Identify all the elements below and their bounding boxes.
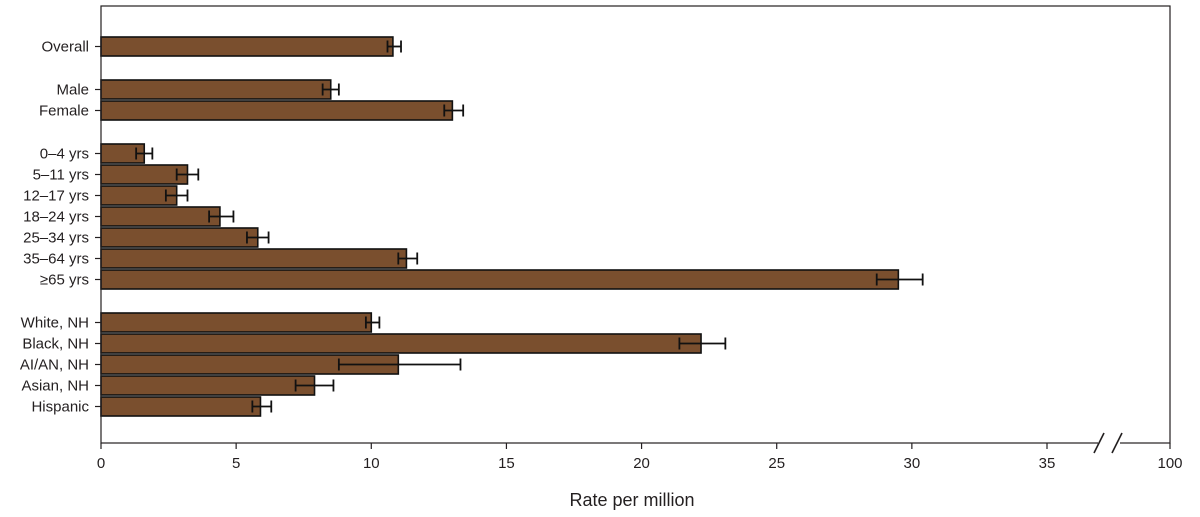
category-label: Male [56, 82, 89, 99]
bar [100, 312, 373, 333]
axis-break-mark [1093, 432, 1105, 454]
category-label: Female [39, 103, 89, 120]
category-labels-layer: Overall Male Female 0–4 yrs 5–11 yrs 12–17 yr… [20, 39, 90, 416]
bar [100, 206, 221, 227]
bar [100, 79, 332, 100]
bar [100, 164, 189, 185]
bar [100, 100, 454, 121]
bar [100, 375, 316, 396]
bar [100, 396, 262, 417]
category-label: 35–64 yrs [23, 251, 89, 268]
category-label: Black, NH [22, 336, 89, 353]
plot-frame [100, 5, 1171, 444]
x-tick-label: 0 [97, 455, 105, 472]
category-label: Hispanic [31, 399, 89, 416]
category-label: 25–34 yrs [23, 230, 89, 247]
error-bars-layer [135, 40, 924, 413]
x-tick-label: 35 [1039, 455, 1056, 472]
category-label: ≥65 yrs [40, 272, 89, 289]
bar [100, 269, 900, 290]
axis-break-mark [1111, 432, 1123, 454]
category-label: 0–4 yrs [40, 146, 89, 163]
bar [100, 248, 408, 269]
bar [100, 227, 259, 248]
category-label: White, NH [21, 315, 89, 332]
bars-layer [100, 36, 900, 417]
x-tick-label: 5 [232, 455, 240, 472]
x-tick-label: 20 [633, 455, 650, 472]
axes-layer: 0 5 10 15 20 25 30 35 100 [95, 5, 1183, 472]
x-tick-label: 100 [1157, 455, 1182, 472]
bar [100, 333, 702, 354]
bar [100, 36, 394, 57]
x-axis-title: Rate per million [569, 490, 694, 510]
category-label: Overall [41, 39, 89, 56]
category-label: 5–11 yrs [33, 167, 89, 184]
x-tick-label: 15 [498, 455, 515, 472]
category-label: AI/AN, NH [20, 357, 89, 374]
category-label: 12–17 yrs [23, 188, 89, 205]
category-label: 18–24 yrs [23, 209, 89, 226]
x-tick-label: 30 [904, 455, 921, 472]
x-tick-label: 10 [363, 455, 380, 472]
x-tick-label: 25 [768, 455, 785, 472]
category-label: Asian, NH [21, 378, 89, 395]
axis-break-gap [1098, 440, 1120, 446]
